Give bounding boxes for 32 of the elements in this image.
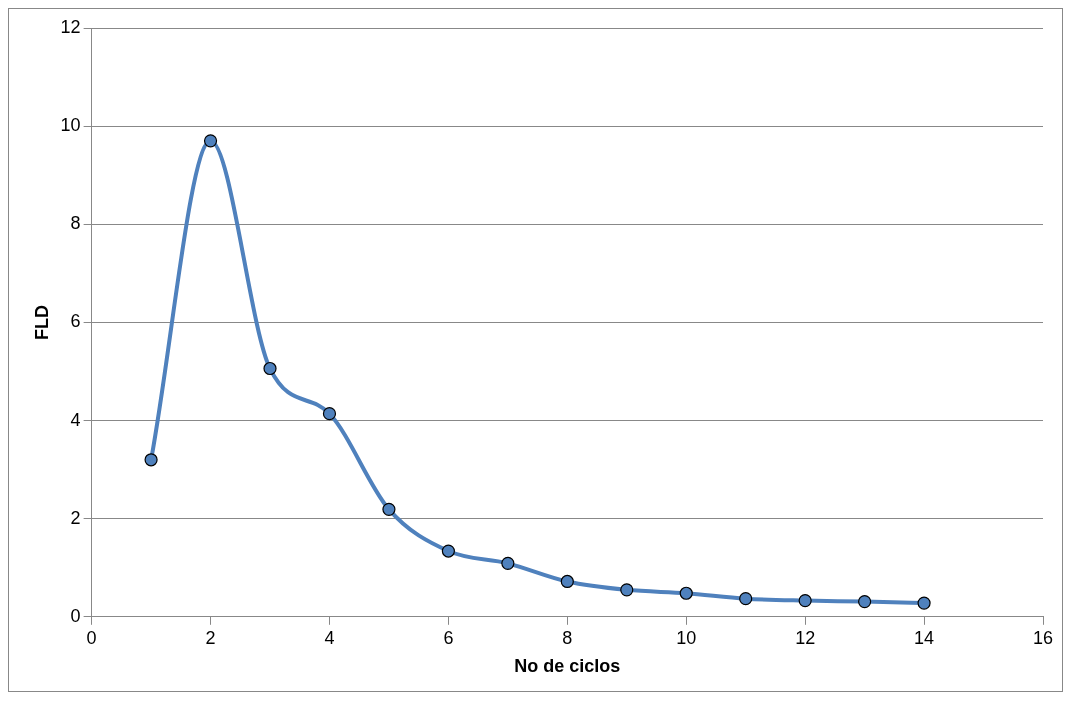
x-tick-label: 16 (1032, 627, 1054, 648)
y-tick-label: 0 (70, 605, 81, 626)
y-tick-label: 6 (70, 311, 81, 332)
point (263, 361, 277, 376)
x-tick-label: 12 (795, 627, 816, 648)
x-tick-label: 0 (86, 627, 97, 648)
point (917, 596, 931, 610)
point (739, 592, 753, 606)
point (798, 594, 812, 608)
x-tick-label: 10 (676, 627, 697, 648)
point (144, 453, 158, 467)
x-tick-label: 6 (443, 627, 454, 648)
point (858, 594, 872, 609)
y-tick-label: 2 (70, 507, 81, 528)
y-tick-label: 4 (70, 409, 81, 430)
point (382, 502, 396, 516)
y-axis-title: FLD (31, 304, 52, 340)
point (441, 544, 455, 558)
point (679, 586, 693, 600)
x-tick-label: 4 (324, 627, 335, 648)
y-tick-label: 10 (60, 115, 81, 136)
point (620, 583, 634, 597)
x-tick-label: 2 (205, 627, 216, 648)
point (501, 556, 515, 570)
x-tick-label: 8 (562, 627, 573, 648)
point (560, 574, 574, 589)
x-axis-title: No de ciclos (514, 656, 621, 677)
y-tick-label: 8 (70, 213, 81, 234)
x-tick-label: 14 (914, 627, 935, 648)
point (322, 407, 337, 421)
y-tick-label: 12 (60, 16, 81, 37)
point (203, 134, 218, 148)
